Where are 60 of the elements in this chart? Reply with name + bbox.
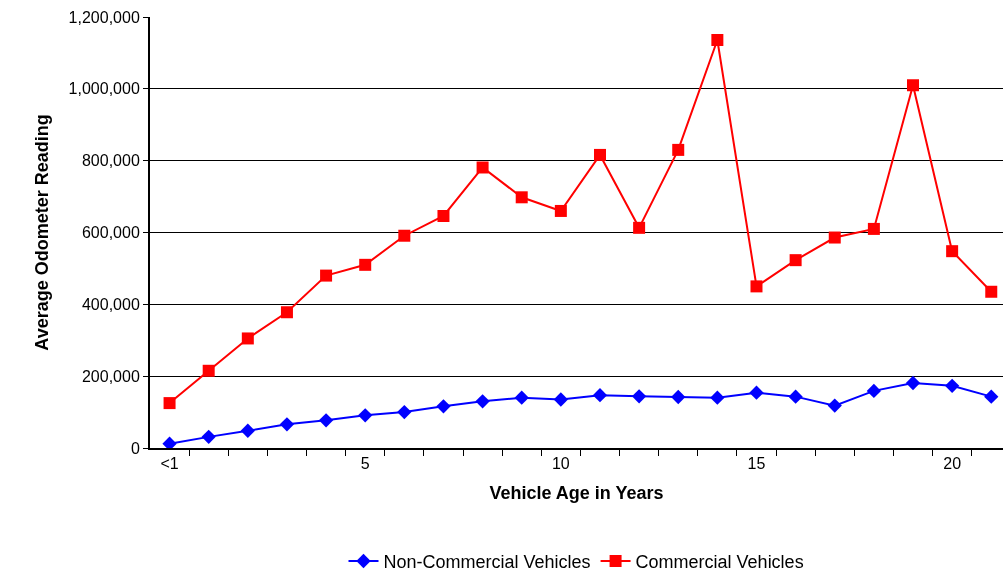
x-tick-label: 5 <box>360 455 370 473</box>
point <box>241 332 254 345</box>
point <box>671 389 686 405</box>
x-tick-label: 10 <box>551 455 570 473</box>
point <box>514 390 529 405</box>
point <box>359 258 372 271</box>
point <box>554 204 567 217</box>
point <box>592 388 608 403</box>
y-tick-label: 600,000 <box>81 224 140 242</box>
y-axis-title: Average Odometer Reading <box>32 114 53 351</box>
point <box>515 191 528 204</box>
y-tick-label: 400,000 <box>81 295 140 313</box>
point <box>358 408 373 423</box>
legend-label: Non-Commercial Vehicles <box>383 552 591 573</box>
point <box>946 245 959 258</box>
point <box>984 389 999 404</box>
point <box>788 389 803 404</box>
point <box>240 423 255 438</box>
point <box>828 231 841 244</box>
point <box>318 413 334 428</box>
point <box>202 364 215 377</box>
point <box>476 161 489 174</box>
point <box>436 399 451 414</box>
point <box>631 389 647 404</box>
point <box>749 385 764 400</box>
point <box>553 392 568 407</box>
x-tick-label: 20 <box>943 455 962 473</box>
point <box>163 397 176 410</box>
y-tick-label: 0 <box>130 439 140 457</box>
x-axis-title: Vehicle Age in Years <box>489 482 664 503</box>
point <box>280 306 293 319</box>
point <box>985 285 998 298</box>
point <box>633 221 646 234</box>
point <box>437 209 450 222</box>
point <box>710 390 725 405</box>
point <box>398 229 411 242</box>
point <box>320 269 333 282</box>
legend-label: Commercial Vehicles <box>635 552 804 573</box>
point <box>162 436 177 448</box>
point <box>397 404 412 420</box>
point <box>907 79 919 92</box>
point <box>475 394 490 409</box>
y-tick-label: 1,200,000 <box>68 8 140 26</box>
y-tick-label: 1,000,000 <box>68 80 140 98</box>
point <box>905 375 921 391</box>
point <box>750 280 763 293</box>
point <box>944 378 960 394</box>
point <box>711 33 724 46</box>
y-tick-label: 800,000 <box>81 152 140 170</box>
point <box>827 398 842 413</box>
point <box>201 429 216 445</box>
x-tick-label: <1 <box>160 455 179 473</box>
point <box>789 254 802 267</box>
x-tick-label: 15 <box>747 455 766 473</box>
point <box>672 143 685 156</box>
point <box>593 148 606 161</box>
point <box>867 222 880 235</box>
point <box>866 383 882 399</box>
y-tick-label: 200,000 <box>81 367 140 385</box>
point <box>279 417 295 432</box>
